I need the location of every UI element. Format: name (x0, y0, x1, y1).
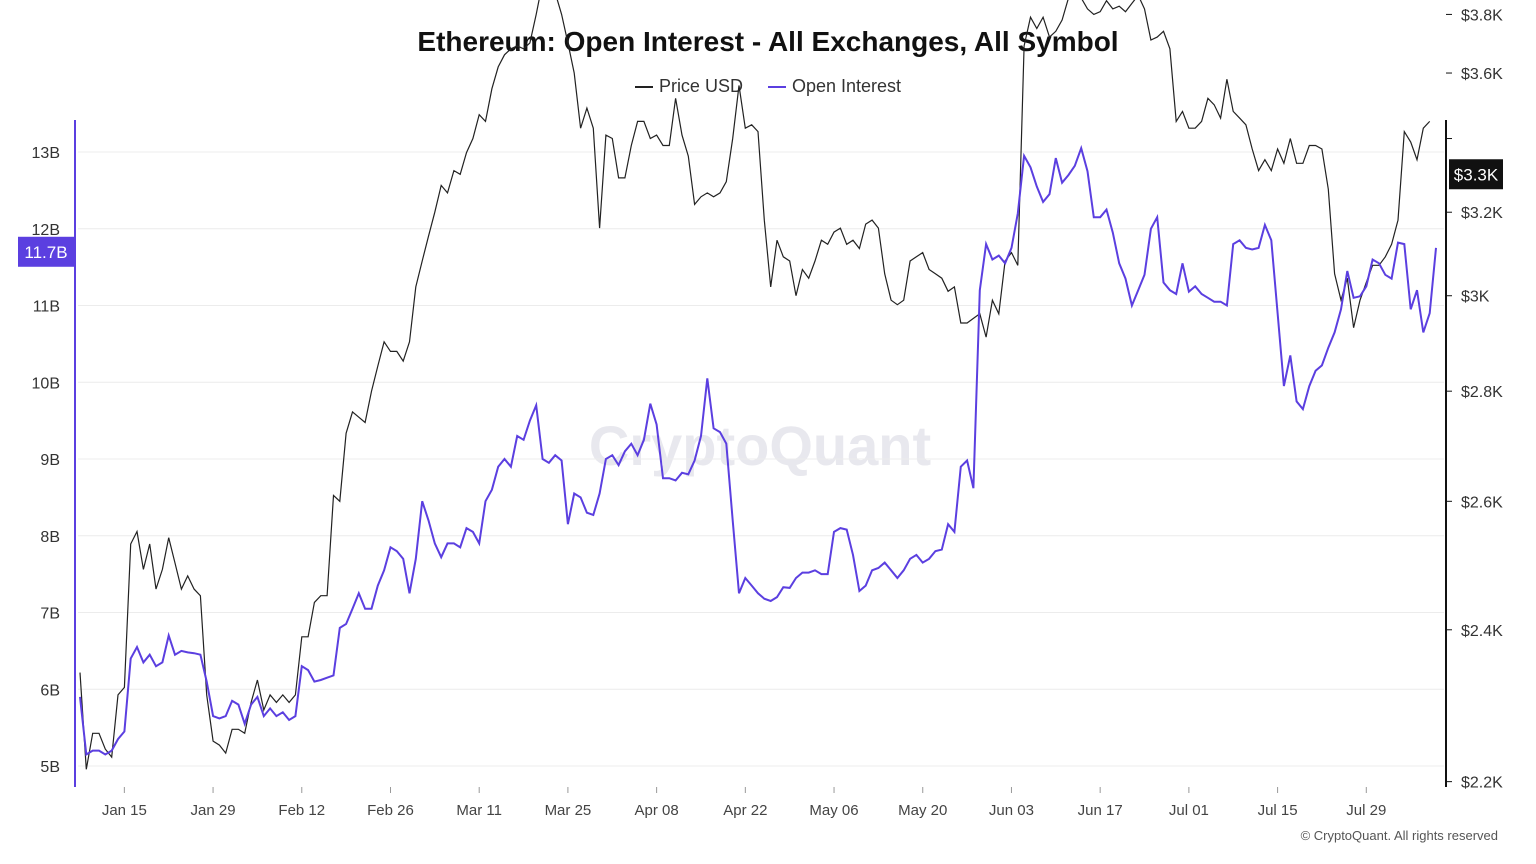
x-tick-label: Jul 01 (1169, 802, 1209, 819)
legend-item-price[interactable]: Price USD (634, 76, 743, 97)
right-tick-label: $2.4K (1461, 623, 1503, 640)
series-line-price[interactable] (79, 0, 1431, 770)
right-tick-label: $3.8K (1461, 7, 1503, 24)
right-tick-label: $3.2K (1461, 205, 1503, 222)
left-tick-label: 13B (32, 145, 60, 162)
x-axis-ticks: Jan 15 Jan 29 Feb 12 Feb 26 Mar 11 Mar 25 Apr … (102, 787, 1386, 819)
x-tick-label: Jun 03 (989, 802, 1034, 819)
current-oi-badge: 11.7B (18, 236, 74, 267)
x-tick-label: May 20 (898, 802, 947, 819)
left-tick-label: 11B (33, 299, 60, 316)
left-tick-label: 7B (40, 606, 60, 623)
right-axis-ticks: $2.2K$2.4K$2.6K$2.8K$3K$3.2K$3.6K$3.8K$4… (1446, 7, 1503, 792)
legend-label-open-interest: Open Interest (791, 76, 902, 96)
legend-swatch-open-interest (767, 86, 786, 89)
legend-swatch-price (634, 86, 653, 89)
x-tick-label: Apr 22 (723, 802, 767, 819)
right-tick-label: $3K (1461, 289, 1490, 306)
x-tick-label: Jan 29 (191, 802, 236, 819)
x-tick-label: Jun 17 (1078, 802, 1123, 819)
right-tick-label: $2.8K (1461, 384, 1503, 401)
left-tick-label: 8B (40, 529, 60, 546)
current-price-badge: $3.3K (1449, 159, 1503, 190)
x-tick-label: Apr 08 (635, 802, 679, 819)
x-tick-label: Jul 29 (1346, 802, 1386, 819)
grid-lines (78, 151, 1444, 767)
x-tick-label: Jul 15 (1258, 802, 1298, 819)
current-price-label: $3.3K (1454, 165, 1499, 184)
left-tick-label: 6B (40, 682, 60, 699)
right-tick-label: $3.6K (1461, 66, 1503, 83)
chart-title: Ethereum: Open Interest - All Exchanges,… (417, 26, 1119, 57)
right-tick-label: $2.2K (1461, 775, 1503, 792)
x-tick-label: Feb 12 (278, 802, 325, 819)
current-oi-label: 11.7B (24, 243, 67, 262)
left-tick-label: 12B (32, 222, 60, 239)
left-tick-label: 10B (32, 375, 60, 392)
left-tick-label: 9B (40, 452, 60, 469)
legend-item-open-interest[interactable]: Open Interest (767, 76, 902, 97)
x-tick-label: Feb 26 (367, 802, 414, 819)
copyright-notice: © CryptoQuant. All rights reserved (1300, 828, 1498, 843)
left-tick-label: 5B (40, 759, 60, 776)
right-tick-label: $2.6K (1461, 494, 1503, 511)
legend: Price USD Open Interest (0, 76, 1536, 97)
x-tick-label: Mar 11 (456, 802, 502, 819)
legend-label-price: Price USD (658, 76, 743, 96)
x-tick-label: Mar 25 (545, 802, 592, 819)
watermark: CryptoQuant (589, 414, 931, 477)
left-axis-ticks: 5B 6B 7B 8B 9B 10B 11B 12B 13B (32, 145, 60, 776)
x-tick-label: May 06 (809, 802, 858, 819)
x-tick-label: Jan 15 (102, 802, 147, 819)
series-line-open-interest[interactable] (79, 144, 1437, 757)
